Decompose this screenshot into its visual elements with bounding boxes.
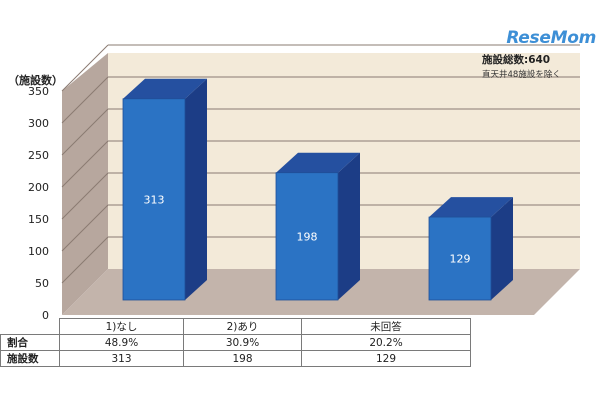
y-tick-label: 50 <box>35 277 49 290</box>
y-tick-label: 0 <box>42 309 49 320</box>
bar-side <box>491 197 513 300</box>
table-header-cell: 未回答 <box>301 318 471 335</box>
table-cell: 313 <box>59 350 184 367</box>
y-tick-label: 200 <box>28 181 49 194</box>
bar <box>275 172 339 301</box>
y-axis-label: （施設数） <box>8 73 63 87</box>
bar-side <box>185 78 207 301</box>
y-tick-label: 250 <box>28 149 49 162</box>
bar-top <box>429 197 513 218</box>
y-tick-label: 350 <box>28 85 49 98</box>
y-tick-label: 150 <box>28 213 49 226</box>
y-tick-label: 100 <box>28 245 49 258</box>
gridline-side <box>61 172 109 220</box>
bar <box>428 216 492 301</box>
gridline-side <box>61 204 109 252</box>
bar-value-label: 313 <box>144 193 165 206</box>
bar-top <box>123 78 207 99</box>
bar-side <box>338 152 360 300</box>
side-wall <box>62 53 108 315</box>
row-label-count: 施設数 <box>0 350 60 367</box>
table-cell: 129 <box>301 350 471 367</box>
bar-value-label: 198 <box>297 230 318 243</box>
y-tick-label: 300 <box>28 117 49 130</box>
bar-top <box>276 152 360 173</box>
table-cell: 198 <box>183 350 302 367</box>
summary-table: 1)なし 2)あり 未回答 割合 48.9% 30.9% 20.2% 施設数 3… <box>0 318 471 367</box>
gridline-side <box>61 108 109 156</box>
bar <box>122 98 186 301</box>
gridline-side <box>61 44 109 92</box>
table-cell: 20.2% <box>301 334 471 351</box>
gridline-side <box>61 140 109 188</box>
table-header-cell: 1)なし <box>59 318 184 335</box>
table-cell: 30.9% <box>183 334 302 351</box>
table-row: 割合 48.9% 30.9% 20.2% <box>0 334 471 351</box>
gridline-side <box>61 76 109 124</box>
note-exclusion: 直天井48施設を除く <box>482 69 561 80</box>
gridline-side <box>61 236 109 284</box>
resemom-logo: ReseMom <box>506 28 596 48</box>
table-row: 施設数 313 198 129 <box>0 350 471 367</box>
bar-value-label: 129 <box>450 253 471 266</box>
note-total: 施設総数:640 <box>482 53 550 66</box>
row-label-ratio: 割合 <box>0 334 60 351</box>
table-cell: 48.9% <box>59 334 184 351</box>
table-header-cell: 2)あり <box>183 318 302 335</box>
table-corner <box>0 318 60 335</box>
category-header-row: 1)なし 2)あり 未回答 <box>0 318 471 335</box>
bar-chart: 0 50 100 150 200 250 300 350 （施設数） 313 198 129 施設… <box>8 44 580 320</box>
